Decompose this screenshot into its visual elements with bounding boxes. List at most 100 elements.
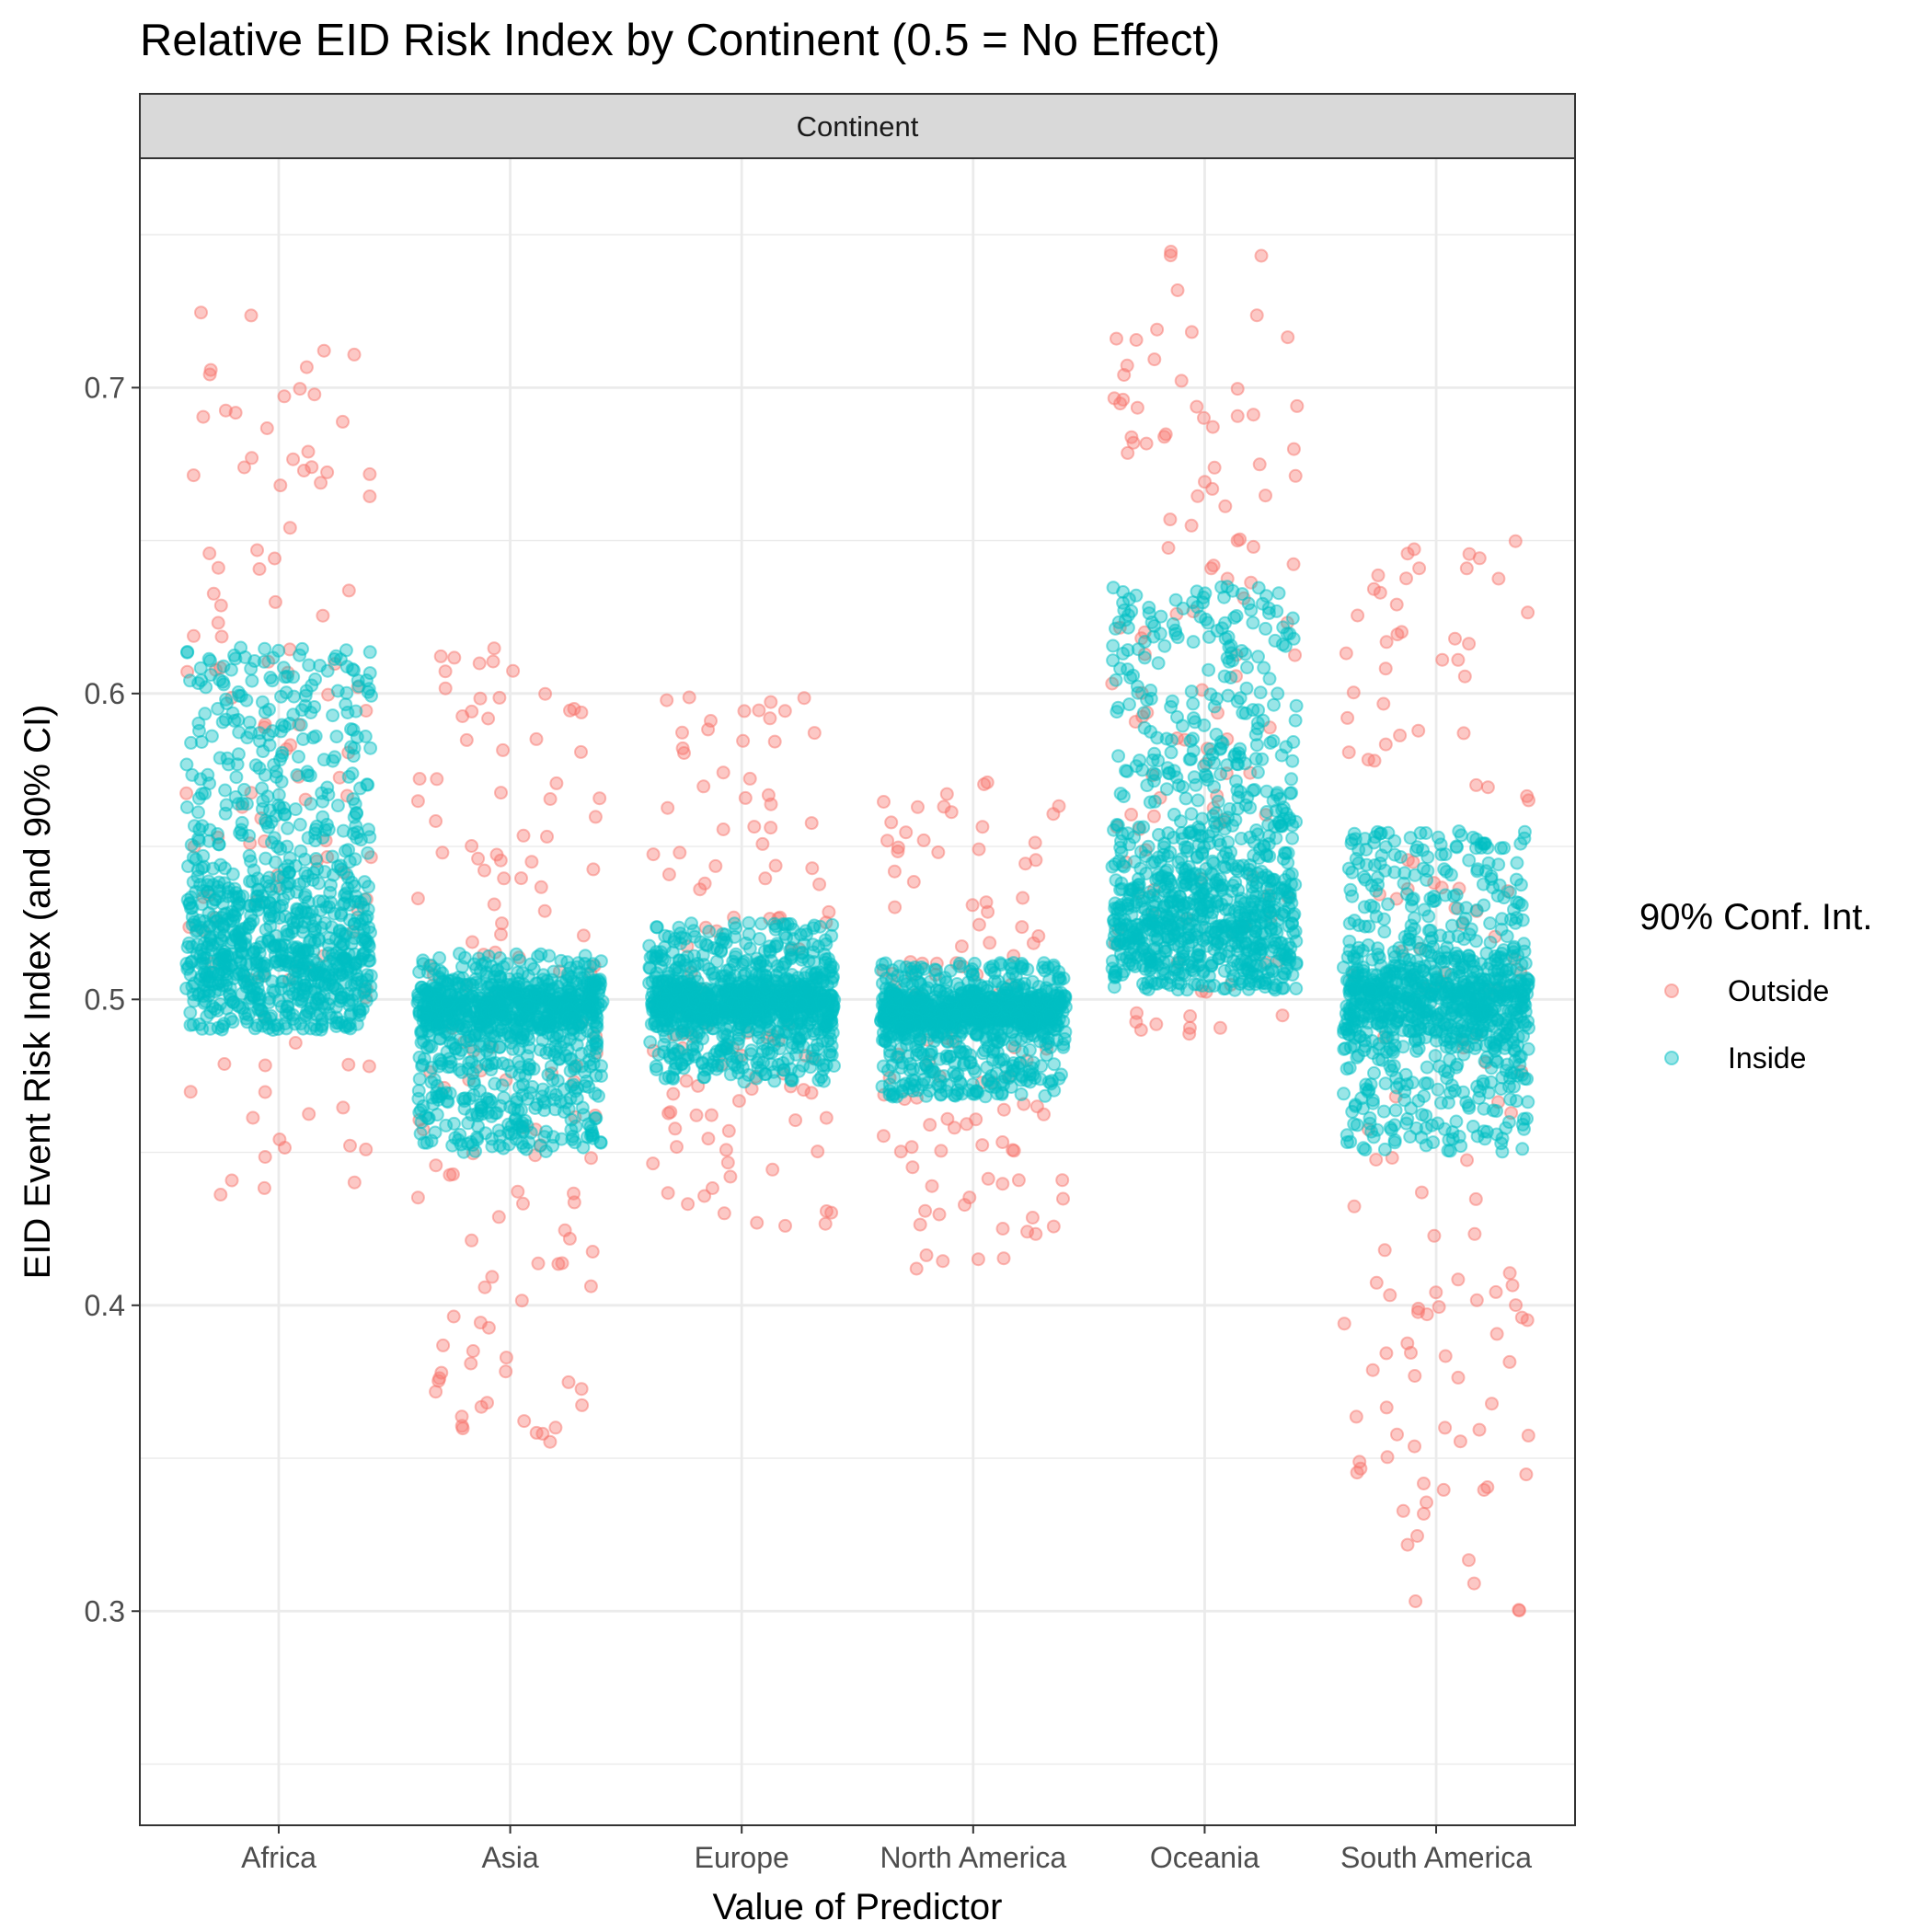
data-point bbox=[508, 1125, 522, 1140]
data-point bbox=[477, 1280, 492, 1294]
data-point bbox=[323, 991, 338, 1006]
data-point bbox=[1520, 1313, 1535, 1328]
data-point bbox=[1020, 1225, 1035, 1239]
data-point bbox=[1412, 561, 1427, 576]
data-point bbox=[471, 851, 486, 866]
data-point bbox=[1480, 1480, 1495, 1494]
data-point bbox=[362, 1059, 376, 1074]
data-point bbox=[1340, 710, 1355, 725]
data-point bbox=[681, 1197, 696, 1212]
data-point bbox=[430, 1090, 444, 1104]
data-point bbox=[797, 1083, 811, 1098]
data-point bbox=[891, 840, 905, 855]
data-point bbox=[193, 661, 208, 675]
data-point bbox=[218, 950, 232, 965]
data-point bbox=[494, 927, 508, 942]
data-point bbox=[1502, 1354, 1517, 1369]
data-point bbox=[1379, 1346, 1394, 1361]
data-point bbox=[466, 1344, 480, 1358]
data-point bbox=[904, 1140, 919, 1155]
data-point bbox=[492, 690, 507, 705]
data-point bbox=[211, 701, 225, 716]
data-point bbox=[516, 828, 531, 843]
data-point bbox=[899, 960, 914, 974]
data-point bbox=[1183, 1009, 1198, 1023]
data-point bbox=[1053, 995, 1068, 1010]
data-point bbox=[1164, 245, 1179, 259]
data-point bbox=[1174, 374, 1189, 388]
data-point bbox=[186, 468, 201, 483]
data-point bbox=[1288, 713, 1303, 728]
data-point bbox=[543, 1434, 558, 1449]
data-point bbox=[479, 965, 494, 980]
data-point bbox=[717, 1206, 731, 1221]
data-point bbox=[592, 791, 607, 806]
data-point bbox=[684, 1009, 698, 1024]
data-point bbox=[274, 775, 289, 789]
data-point bbox=[1378, 661, 1393, 676]
data-point bbox=[452, 971, 466, 984]
data-point bbox=[233, 924, 247, 938]
data-point bbox=[804, 816, 819, 831]
data-point bbox=[237, 650, 252, 664]
data-point bbox=[1031, 929, 1046, 943]
data-point bbox=[646, 985, 661, 1000]
data-point bbox=[815, 996, 830, 1010]
data-point bbox=[812, 877, 827, 891]
data-point bbox=[308, 672, 323, 686]
data-point bbox=[925, 1062, 939, 1076]
data-point bbox=[334, 1015, 349, 1029]
data-point bbox=[1129, 588, 1144, 603]
data-point bbox=[1522, 793, 1535, 808]
data-point bbox=[657, 1037, 672, 1052]
data-point bbox=[483, 977, 498, 992]
data-point bbox=[1014, 1015, 1029, 1029]
data-point bbox=[776, 1055, 790, 1070]
data-point bbox=[1420, 1495, 1433, 1510]
data-point bbox=[719, 1143, 733, 1157]
data-point bbox=[350, 825, 364, 840]
data-point bbox=[1365, 1363, 1380, 1377]
data-point bbox=[716, 822, 730, 836]
data-point bbox=[472, 656, 487, 671]
data-point bbox=[511, 1184, 525, 1199]
data-point bbox=[522, 1041, 536, 1055]
data-point bbox=[1262, 672, 1277, 686]
data-point bbox=[300, 768, 315, 783]
data-point bbox=[1438, 1349, 1453, 1363]
data-point bbox=[538, 1144, 553, 1158]
data-point bbox=[411, 990, 426, 1005]
data-point bbox=[883, 1048, 898, 1063]
data-point bbox=[1379, 1400, 1394, 1415]
data-point bbox=[805, 1049, 820, 1064]
data-point bbox=[182, 936, 196, 950]
data-point bbox=[700, 938, 715, 953]
data-point bbox=[252, 734, 267, 748]
data-point bbox=[523, 1086, 537, 1100]
data-point bbox=[473, 1316, 488, 1330]
data-point bbox=[244, 661, 259, 676]
data-point bbox=[485, 1139, 500, 1154]
data-point bbox=[219, 692, 234, 707]
data-point bbox=[412, 772, 427, 786]
data-point bbox=[1408, 1439, 1421, 1454]
data-point bbox=[502, 985, 517, 1000]
data-point bbox=[1184, 325, 1199, 339]
data-point bbox=[549, 776, 564, 790]
data-point bbox=[499, 1364, 513, 1379]
data-point bbox=[203, 362, 218, 377]
data-point bbox=[487, 641, 501, 656]
data-point bbox=[429, 814, 443, 828]
data-point bbox=[983, 936, 997, 950]
data-point bbox=[281, 999, 295, 1014]
data-point bbox=[298, 852, 312, 867]
data-point bbox=[1198, 475, 1212, 489]
data-point bbox=[257, 1180, 271, 1195]
data-point bbox=[224, 936, 238, 950]
data-point bbox=[258, 1085, 272, 1099]
data-point bbox=[1026, 1055, 1041, 1070]
data-point bbox=[237, 460, 251, 475]
data-point bbox=[1131, 685, 1145, 700]
data-point bbox=[362, 666, 377, 681]
data-point bbox=[592, 1088, 605, 1103]
